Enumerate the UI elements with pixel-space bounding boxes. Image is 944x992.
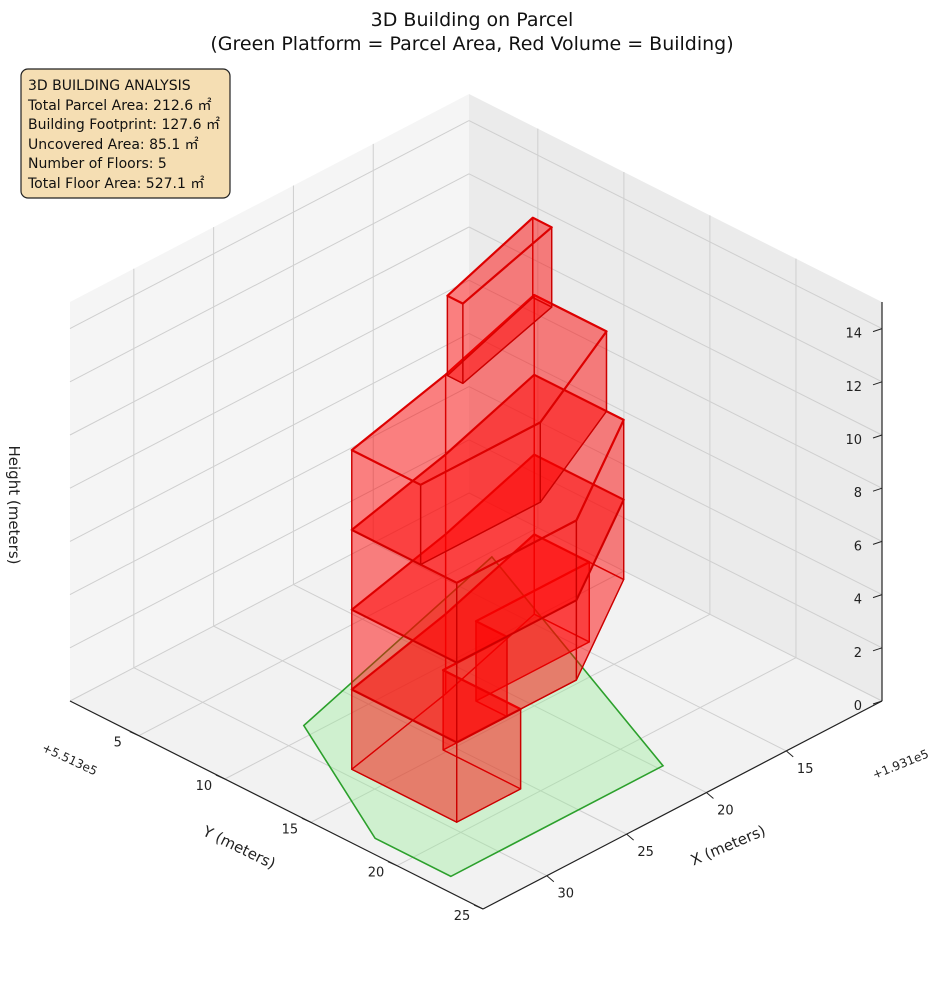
building-floor [350, 293, 608, 566]
z-tick [872, 594, 883, 599]
x-tick-label: 20 [717, 804, 734, 819]
axis-grid [69, 120, 883, 910]
x-offset-label: +1.931e5 [870, 747, 930, 782]
z-tick-label: 2 [854, 646, 862, 661]
right-wall-pane [70, 94, 469, 701]
info-total-floor-area: Total Floor Area: 527.1 ㎡ [27, 176, 204, 192]
info-parcel-area: Total Parcel Area: 212.6 ㎡ [27, 98, 212, 114]
left-wall-pane [469, 94, 882, 701]
info-box-heading: 3D BUILDING ANALYSIS [28, 78, 191, 94]
y-tick-label: 5 [114, 736, 122, 751]
x-axis-label: X (meters) [688, 822, 768, 870]
z-gridline-left [468, 120, 883, 330]
z-gridline-left [468, 492, 883, 702]
building-floor [446, 216, 553, 385]
y-tick [473, 904, 484, 910]
y-gridline-floor [396, 657, 797, 867]
chart-title: 3D Building on Parcel [371, 9, 574, 31]
z-gridline-left [468, 439, 883, 649]
axis-ticks: 15 20 25 30 5 10 15 20 25 0 2 4 6 8 10 12 14 [114, 327, 883, 924]
x-tick [706, 792, 714, 799]
y-tick [129, 731, 140, 737]
y-tick-label: 15 [282, 822, 299, 837]
z-gridline-left [468, 226, 883, 436]
z-gridline-right [69, 332, 470, 542]
z-tick [872, 647, 883, 652]
x-tick [546, 875, 555, 883]
z-tick-label: 0 [854, 699, 862, 714]
y-gridline-floor [224, 570, 625, 780]
parcel-polygon [302, 555, 665, 878]
z-gridline-right [69, 386, 470, 596]
z-tick [872, 434, 883, 439]
y-tick-label: 25 [454, 909, 471, 924]
z-tick-label: 14 [845, 327, 862, 342]
y-tick [215, 774, 226, 780]
z-gridline-left [468, 386, 883, 596]
z-gridline-right [69, 120, 470, 330]
building-layer [350, 216, 625, 823]
building-floor-top [350, 293, 608, 486]
y-tick-label: 20 [368, 866, 385, 881]
z-gridline-left [468, 279, 883, 489]
info-building-footprint: Building Footprint: 127.6 ㎡ [28, 117, 220, 133]
info-box: 3D BUILDING ANALYSIS Total Parcel Area: … [20, 68, 231, 199]
x-tick [626, 833, 634, 841]
info-box-background [20, 68, 231, 199]
x-tick-label: 15 [797, 762, 814, 777]
building-floor [350, 373, 625, 664]
y-offset-label: +5.513e5 [40, 740, 100, 778]
z-tick [872, 487, 883, 492]
z-gridline-left [468, 173, 883, 383]
z-tick [872, 381, 883, 386]
chart-subtitle: (Green Platform = Parcel Area, Red Volum… [210, 33, 733, 55]
info-number-of-floors: Number of Floors: 5 [28, 156, 167, 172]
x-tick-label: 30 [558, 887, 575, 902]
y-tick [301, 817, 312, 823]
z-gridline-right [69, 173, 470, 383]
y-tick-label: 10 [196, 779, 213, 794]
z-gridline-right [69, 226, 470, 436]
z-gridline-left [468, 332, 883, 542]
x-tick-label: 25 [637, 845, 654, 860]
y-gridline-floor [138, 527, 539, 737]
z-gridline-right [69, 492, 470, 702]
z-tick [872, 540, 883, 545]
y-tick [387, 861, 398, 867]
z-gridline-right [69, 279, 470, 489]
z-tick-label: 4 [854, 593, 862, 608]
z-tick [872, 328, 883, 333]
building-floor-top [446, 216, 553, 305]
building-wall-face [446, 295, 464, 385]
z-tick-label: 8 [854, 486, 862, 501]
y-axis-line [482, 700, 883, 910]
y-gridline-floor [310, 613, 711, 823]
z-tick [872, 700, 883, 705]
z-tick-label: 12 [845, 380, 862, 395]
z-tick-label: 6 [854, 539, 862, 554]
y-axis-label: Y (meters) [199, 822, 278, 873]
parcel-layer [302, 555, 665, 878]
info-uncovered-area: Uncovered Area: 85.1 ㎡ [28, 137, 199, 153]
z-axis-label: Height (meters) [5, 446, 23, 565]
x-tick [785, 750, 794, 758]
z-tick-label: 10 [845, 433, 862, 448]
